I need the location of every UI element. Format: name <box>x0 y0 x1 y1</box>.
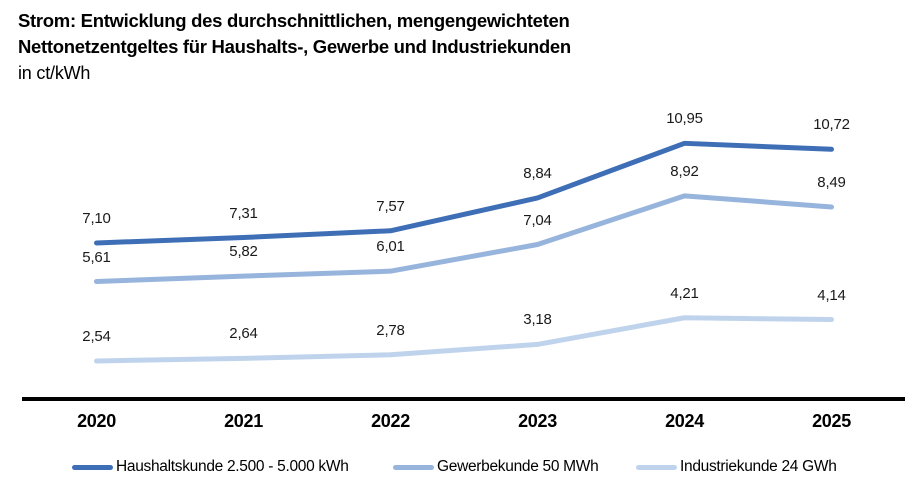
x-tick-label: 2024 <box>665 411 704 431</box>
data-label: 10,95 <box>666 110 703 128</box>
data-label: 8,92 <box>670 162 699 180</box>
data-label: 6,01 <box>376 238 405 256</box>
data-label: 2,54 <box>82 327 111 345</box>
data-label: 3,18 <box>523 311 552 329</box>
x-tick-label: 2023 <box>518 411 557 431</box>
data-label: 5,61 <box>82 248 111 266</box>
x-tick-label: 2022 <box>371 411 410 431</box>
x-tick-label: 2021 <box>224 411 263 431</box>
data-label: 7,31 <box>229 204 258 222</box>
chart-title-line2: Nettonetzentgeltes für Haushalts-, Gewer… <box>18 36 571 57</box>
data-label: 4,14 <box>817 286 846 304</box>
legend-swatch-industriekunde <box>636 464 677 470</box>
chart-title-line1: Strom: Entwicklung des durchschnittliche… <box>18 10 570 31</box>
legend-item-gewerbekunde: Gewerbekunde 50 MWh <box>393 457 599 477</box>
chart-header: Strom: Entwicklung des durchschnittliche… <box>18 8 571 86</box>
data-label: 4,21 <box>670 284 699 302</box>
legend-item-haushaltskunde: Haushaltskunde 2.500 - 5.000 kWh <box>72 457 349 477</box>
legend-label-gewerbekunde: Gewerbekunde 50 MWh <box>437 458 599 475</box>
data-label: 8,49 <box>817 173 846 191</box>
x-tick-label: 2020 <box>77 411 116 431</box>
data-label: 10,72 <box>813 116 850 134</box>
chart-unit-label: in ct/kWh <box>18 63 91 83</box>
x-tick-label: 2025 <box>812 411 851 431</box>
data-label: 8,84 <box>523 164 552 182</box>
legend-swatch-gewerbekunde <box>393 464 434 470</box>
data-label: 7,57 <box>376 197 405 215</box>
legend-label-haushaltskunde: Haushaltskunde 2.500 - 5.000 kWh <box>116 458 349 475</box>
legend-item-industriekunde: Industriekunde 24 GWh <box>636 457 837 477</box>
data-label: 7,10 <box>82 209 111 227</box>
data-label: 2,64 <box>229 325 258 343</box>
x-axis-line <box>22 397 905 401</box>
data-label: 7,04 <box>523 211 552 229</box>
data-label: 5,82 <box>229 243 258 261</box>
legend-swatch-haushaltskunde <box>72 464 113 470</box>
data-label: 2,78 <box>376 321 405 339</box>
legend-label-industriekunde: Industriekunde 24 GWh <box>680 458 837 475</box>
